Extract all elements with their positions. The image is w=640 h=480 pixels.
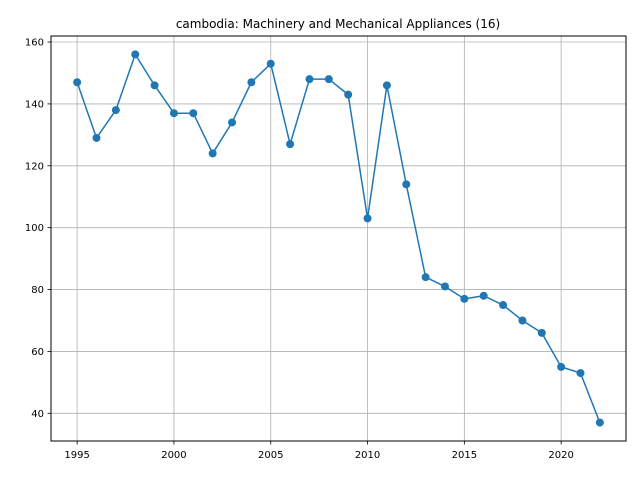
data-point <box>576 369 585 378</box>
data-point <box>537 328 546 337</box>
data-point <box>440 282 449 291</box>
data-point <box>247 78 256 87</box>
data-point <box>499 301 508 310</box>
data-point <box>266 59 275 68</box>
x-tick-label: 2010 <box>355 450 380 461</box>
data-point <box>421 273 430 282</box>
chart-title: cambodia: Machinery and Mechanical Appli… <box>176 17 500 31</box>
x-tick-label: 2005 <box>258 450 283 461</box>
series-line <box>76 53 601 423</box>
data-point <box>92 133 101 142</box>
x-tick-label: 2015 <box>452 450 477 461</box>
data-point <box>150 81 159 90</box>
data-point <box>324 75 333 84</box>
y-tick-label: 120 <box>25 161 44 172</box>
data-point <box>344 90 353 99</box>
data-point <box>305 75 314 84</box>
data-point <box>557 362 566 371</box>
data-point <box>208 149 217 158</box>
data-point <box>460 294 469 303</box>
data-point <box>595 418 604 427</box>
y-tick-label: 100 <box>25 223 44 234</box>
data-point <box>228 118 237 127</box>
data-point <box>518 316 527 325</box>
x-tick-label: 2020 <box>548 450 573 461</box>
series-layer <box>73 50 604 427</box>
data-point <box>402 180 411 189</box>
y-tick-label: 40 <box>31 409 44 420</box>
y-tick-label: 160 <box>25 38 44 49</box>
data-point <box>286 140 295 149</box>
data-point <box>131 50 140 59</box>
data-point <box>169 109 178 118</box>
y-tick-label: 80 <box>31 285 44 296</box>
grid-lines <box>51 36 626 441</box>
data-point <box>189 109 198 118</box>
axis-ticks: 1995 2000 2005 2010 2015 2020 40 60 80 100 120 140 1… <box>25 38 574 461</box>
data-point <box>479 291 488 300</box>
data-point <box>111 106 120 115</box>
data-point <box>382 81 391 90</box>
data-point <box>363 214 372 223</box>
x-tick-label: 2000 <box>161 450 186 461</box>
y-tick-label: 60 <box>31 347 44 358</box>
y-tick-label: 140 <box>25 99 44 110</box>
plot-area-frame <box>50 35 627 442</box>
data-point <box>73 78 82 87</box>
x-tick-label: 1995 <box>64 450 89 461</box>
